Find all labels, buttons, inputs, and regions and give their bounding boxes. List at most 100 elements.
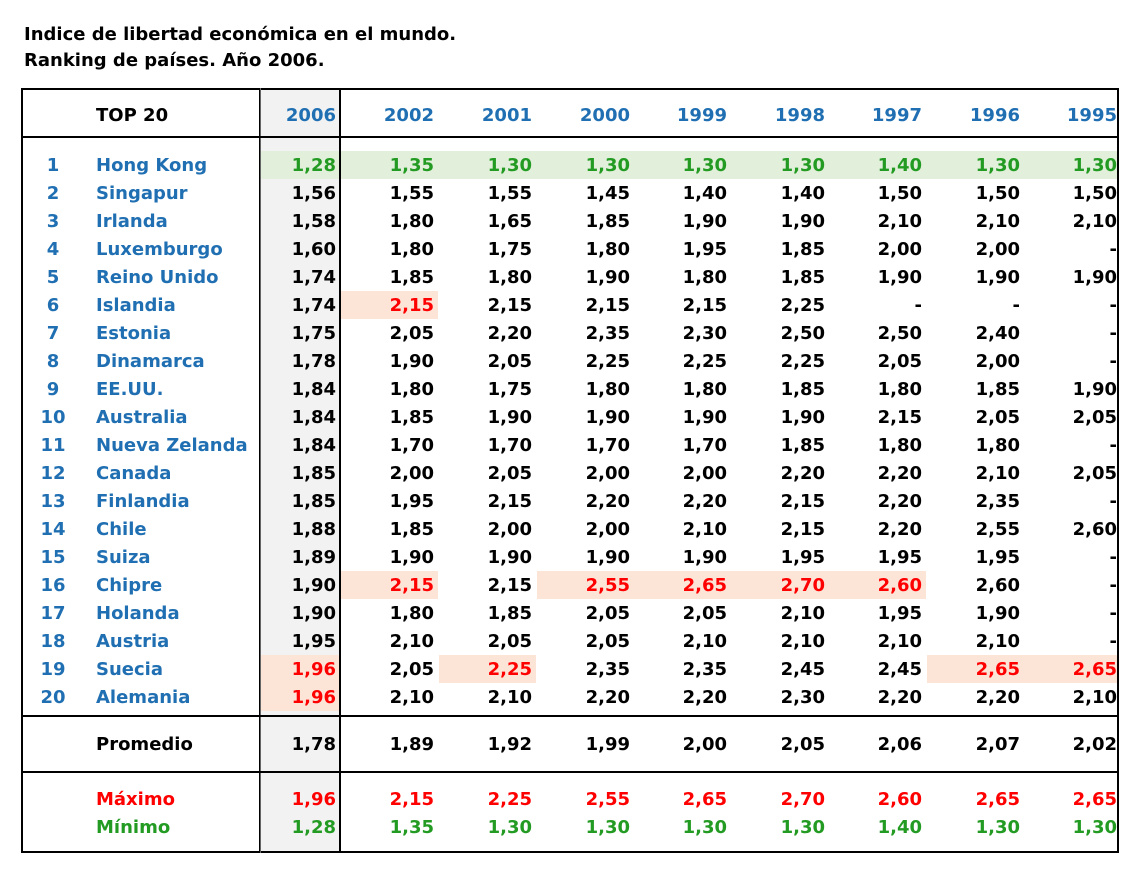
rank-number: 20 bbox=[40, 687, 66, 708]
value-cell: 1,90 bbox=[487, 407, 532, 428]
page-title: Indice de libertad económica en el mundo… bbox=[24, 22, 456, 74]
value-cell: 2,05 bbox=[975, 407, 1020, 428]
year-header: 1997 bbox=[871, 105, 922, 126]
minimo-value: 1,30 bbox=[780, 817, 825, 838]
value-cell: 1,40 bbox=[682, 183, 727, 204]
value-cell: 1,70 bbox=[487, 435, 532, 456]
value-cell: - bbox=[1109, 603, 1117, 624]
value-cell: 2,00 bbox=[975, 351, 1020, 372]
value-cell: 2,50 bbox=[877, 323, 922, 344]
country-name: Luxemburgo bbox=[96, 239, 223, 260]
value-cell: 1,85 bbox=[291, 463, 336, 484]
value-cell: - bbox=[1012, 295, 1020, 316]
value-cell: 2,10 bbox=[389, 631, 434, 652]
max-highlight bbox=[927, 655, 1117, 683]
value-cell: 2,45 bbox=[877, 659, 922, 680]
value-cell: 1,96 bbox=[291, 659, 336, 680]
value-cell: 2,10 bbox=[975, 211, 1020, 232]
rank-number: 5 bbox=[46, 267, 60, 288]
rank-number: 15 bbox=[40, 547, 66, 568]
value-cell: 1,40 bbox=[780, 183, 825, 204]
rank-number: 10 bbox=[40, 407, 66, 428]
value-cell: 2,05 bbox=[1072, 463, 1117, 484]
minimo-value: 1,30 bbox=[682, 817, 727, 838]
max-highlight bbox=[261, 655, 340, 683]
value-cell: 1,80 bbox=[389, 603, 434, 624]
max-highlight bbox=[340, 291, 438, 319]
value-cell: 1,56 bbox=[291, 183, 336, 204]
maximo-value: 2,65 bbox=[682, 789, 727, 810]
promedio-value: 2,00 bbox=[682, 734, 727, 755]
value-cell: 2,20 bbox=[682, 491, 727, 512]
value-cell: 2,00 bbox=[585, 519, 630, 540]
value-cell: 2,00 bbox=[682, 463, 727, 484]
value-cell: 2,05 bbox=[389, 659, 434, 680]
value-cell: 2,10 bbox=[389, 687, 434, 708]
rank-number: 13 bbox=[40, 491, 66, 512]
rank-number: 18 bbox=[40, 631, 66, 652]
value-cell: 2,50 bbox=[780, 323, 825, 344]
value-cell: - bbox=[1109, 435, 1117, 456]
title-line-1: Indice de libertad económica en el mundo… bbox=[24, 24, 457, 45]
value-cell: 2,15 bbox=[682, 295, 727, 316]
year-header: 1998 bbox=[774, 105, 825, 126]
value-cell: 2,35 bbox=[682, 659, 727, 680]
value-cell: 1,80 bbox=[682, 379, 727, 400]
country-name: Reino Unido bbox=[96, 267, 219, 288]
value-cell: - bbox=[1109, 351, 1117, 372]
value-cell: 1,85 bbox=[585, 211, 630, 232]
value-cell: 1,90 bbox=[389, 351, 434, 372]
value-cell: - bbox=[1109, 323, 1117, 344]
country-name: Austria bbox=[96, 631, 170, 652]
value-cell: 1,80 bbox=[877, 379, 922, 400]
value-cell: 1,85 bbox=[780, 435, 825, 456]
country-name: Chile bbox=[96, 519, 147, 540]
value-cell: 1,95 bbox=[877, 603, 922, 624]
year-header: 2006 bbox=[285, 105, 336, 126]
country-name: Hong Kong bbox=[96, 155, 208, 176]
value-cell: 1,30 bbox=[682, 155, 727, 176]
value-cell: - bbox=[1109, 491, 1117, 512]
value-cell: 1,80 bbox=[389, 379, 434, 400]
value-cell: 1,95 bbox=[291, 631, 336, 652]
divider-thin bbox=[260, 88, 261, 853]
value-cell: 1,88 bbox=[291, 519, 336, 540]
value-cell: - bbox=[1109, 631, 1117, 652]
value-cell: 1,85 bbox=[780, 379, 825, 400]
title-line-2: Ranking de países. Año 2006. bbox=[24, 50, 325, 71]
value-cell: 2,60 bbox=[1072, 519, 1117, 540]
value-cell: 1,80 bbox=[877, 435, 922, 456]
value-cell: 1,70 bbox=[389, 435, 434, 456]
country-name: Chipre bbox=[96, 575, 163, 596]
year-header: 2000 bbox=[579, 105, 630, 126]
year-header: 1996 bbox=[969, 105, 1020, 126]
value-cell: 1,95 bbox=[389, 491, 434, 512]
promedio-value: 2,05 bbox=[780, 734, 825, 755]
value-cell: 1,80 bbox=[585, 239, 630, 260]
maximo-label: Máximo bbox=[96, 789, 175, 810]
max-highlight bbox=[261, 683, 340, 711]
country-name: Finlandia bbox=[96, 491, 190, 512]
rank-number: 7 bbox=[46, 323, 60, 344]
value-cell: 1,85 bbox=[291, 491, 336, 512]
value-cell: 2,20 bbox=[780, 463, 825, 484]
value-cell: 1,85 bbox=[780, 267, 825, 288]
value-cell: 2,15 bbox=[487, 295, 532, 316]
value-cell: 1,70 bbox=[585, 435, 630, 456]
value-cell: 2,10 bbox=[975, 631, 1020, 652]
value-cell: 1,95 bbox=[877, 547, 922, 568]
value-cell: 1,74 bbox=[291, 267, 336, 288]
value-cell: 1,40 bbox=[877, 155, 922, 176]
value-cell: 1,35 bbox=[389, 155, 434, 176]
max-highlight bbox=[439, 655, 536, 683]
minimo-value: 1,30 bbox=[975, 817, 1020, 838]
rank-number: 12 bbox=[40, 463, 66, 484]
value-cell: 1,80 bbox=[389, 239, 434, 260]
value-cell: 1,65 bbox=[487, 211, 532, 232]
rank-number: 8 bbox=[46, 351, 60, 372]
value-cell: 2,00 bbox=[389, 463, 434, 484]
rank-number: 19 bbox=[40, 659, 66, 680]
value-cell: 2,25 bbox=[487, 659, 532, 680]
value-cell: 1,30 bbox=[1072, 155, 1117, 176]
value-cell: 2,10 bbox=[877, 631, 922, 652]
